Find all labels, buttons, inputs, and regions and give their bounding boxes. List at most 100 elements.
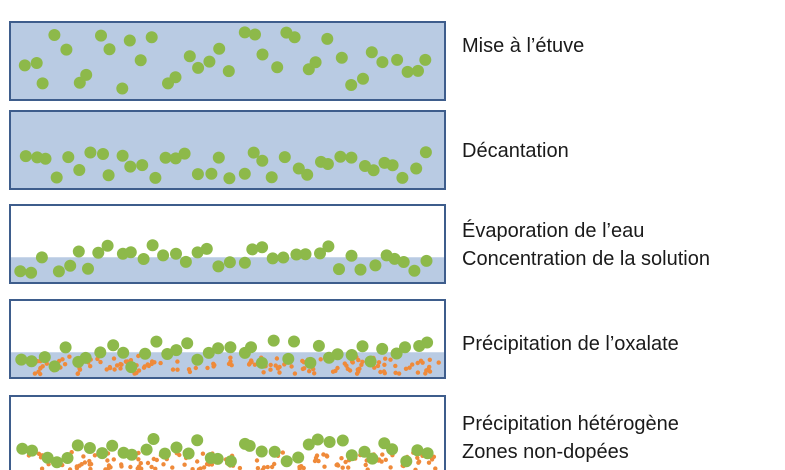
step-heterogeneous (9, 395, 446, 470)
green-particle (191, 168, 204, 181)
green-particle (421, 447, 434, 460)
oxalate-particle (393, 363, 398, 369)
green-particle (59, 341, 72, 354)
green-particle (408, 264, 421, 277)
green-particle (103, 43, 116, 56)
oxalate-particle (346, 465, 351, 470)
oxalate-particle (380, 452, 385, 457)
container-frame (9, 110, 446, 190)
green-particle (356, 340, 369, 353)
oxalate-particle (190, 467, 195, 470)
step-label-decantation: Décantation (462, 137, 782, 165)
green-particle (116, 82, 129, 95)
oxalate-particle (277, 370, 282, 375)
green-particle (202, 346, 215, 359)
green-particle (312, 339, 325, 352)
green-particle (191, 434, 204, 447)
oxalate-particle (324, 453, 330, 459)
green-particle (64, 259, 77, 272)
oxalate-particle (363, 462, 368, 468)
oxalate-particle (205, 365, 210, 371)
green-particle (95, 29, 107, 42)
green-particle (245, 341, 257, 354)
green-particle (106, 439, 119, 452)
green-particle (52, 265, 65, 278)
green-particle (80, 68, 93, 81)
green-particle (94, 346, 107, 359)
green-particle (256, 241, 269, 254)
green-particle (150, 335, 163, 348)
oxalate-particle (193, 365, 198, 371)
green-particle (25, 355, 38, 368)
oxalate-particle (375, 363, 381, 369)
oxalate-particle (423, 371, 428, 376)
green-particle (139, 347, 152, 360)
oxalate-particle (187, 369, 193, 375)
green-particle (345, 151, 358, 164)
green-particle (101, 239, 114, 252)
step-oxalate (9, 299, 446, 379)
green-particle (73, 164, 86, 176)
green-particle (255, 356, 268, 369)
green-particle (397, 256, 410, 268)
green-particle (246, 243, 259, 256)
step-label-line: Précipitation hétérogène (462, 413, 679, 435)
step-label-oven: Mise à l’étuve (462, 32, 782, 60)
green-particle (367, 164, 380, 177)
step-oven (9, 21, 446, 101)
oxalate-particle (418, 358, 424, 363)
green-particle (411, 444, 424, 457)
green-particle (222, 65, 235, 78)
green-particle (39, 152, 52, 165)
oxalate-particle (318, 357, 323, 362)
oxalate-particle (112, 367, 117, 372)
oxalate-particle (289, 364, 294, 369)
green-particle (125, 361, 138, 374)
oxalate-particle (77, 367, 83, 372)
green-particle (322, 240, 335, 253)
green-particle (72, 245, 85, 258)
green-particle (366, 452, 379, 465)
green-particle (205, 167, 218, 180)
oxalate-particle (429, 457, 435, 462)
oxalate-particle (81, 454, 86, 459)
oxalate-particle (88, 364, 93, 369)
green-particle (15, 353, 28, 366)
green-particle (410, 162, 423, 175)
green-particle (19, 150, 32, 163)
green-particle (123, 34, 136, 47)
oxalate-particle (265, 464, 270, 470)
oxalate-particle (149, 464, 154, 470)
oxalate-particle (118, 361, 123, 367)
green-particle (169, 152, 182, 165)
green-particle (357, 72, 369, 85)
oxalate-particle (382, 362, 387, 367)
oxalate-particle (111, 356, 117, 361)
green-particle (321, 158, 334, 170)
green-particle (84, 146, 97, 159)
green-particle (48, 29, 61, 41)
oxalate-particle (347, 368, 353, 373)
green-particle (391, 53, 404, 66)
oxalate-particle (342, 361, 347, 366)
oxalate-particle (237, 465, 243, 470)
oxalate-particle (321, 452, 326, 457)
green-particle (36, 77, 49, 90)
oxalate-particle (92, 453, 98, 458)
green-particle (224, 455, 237, 468)
green-particle (238, 167, 251, 180)
green-particle (388, 252, 401, 265)
oxalate-particle (426, 366, 431, 372)
oxalate-particle (415, 455, 420, 460)
oxalate-particle (313, 455, 319, 461)
green-particle (292, 162, 305, 175)
green-particle (134, 54, 147, 67)
green-particle (282, 352, 295, 365)
green-particle (182, 447, 195, 460)
green-particle (212, 260, 225, 273)
green-particle (302, 438, 315, 451)
green-particle (271, 61, 284, 74)
green-particle (238, 256, 251, 269)
step-decantation (9, 110, 446, 190)
oxalate-particle (340, 465, 345, 470)
